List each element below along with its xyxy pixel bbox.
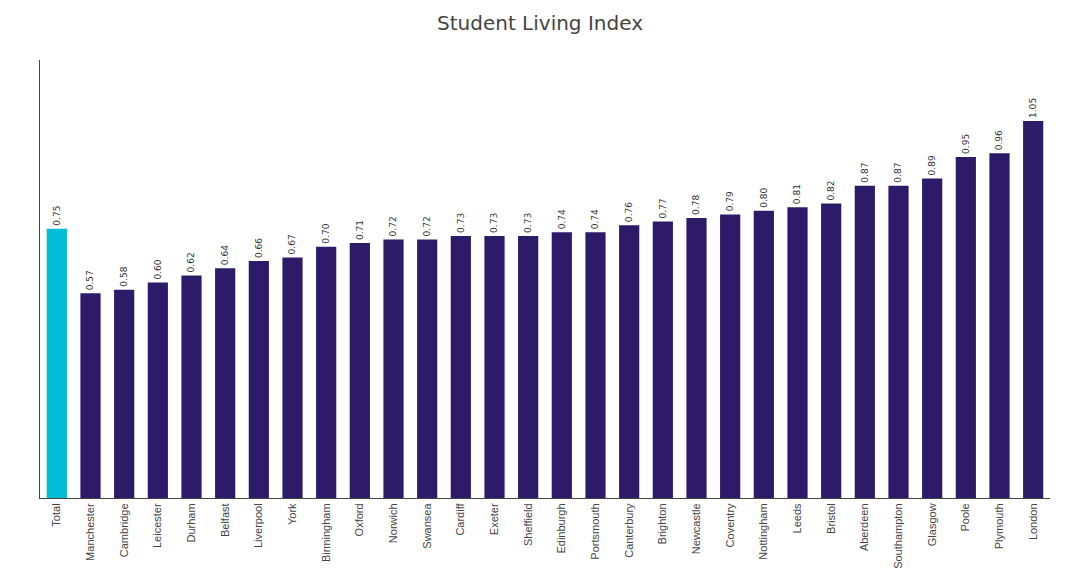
svg-text:0.64: 0.64: [220, 245, 230, 265]
svg-text:Edinburgh: Edinburgh: [555, 503, 567, 553]
svg-text:Belfast: Belfast: [219, 503, 231, 537]
svg-text:0.74: 0.74: [557, 209, 567, 229]
svg-text:Cardiff: Cardiff: [454, 502, 466, 535]
svg-text:Oxford: Oxford: [353, 503, 365, 536]
svg-text:0.58: 0.58: [119, 266, 129, 286]
svg-text:Swansea: Swansea: [421, 503, 433, 549]
svg-text:Glasgow: Glasgow: [926, 503, 938, 546]
svg-text:Portsmouth: Portsmouth: [589, 503, 601, 559]
svg-text:Durham: Durham: [185, 503, 197, 542]
svg-text:0.62: 0.62: [186, 252, 196, 272]
svg-text:Leicester: Leicester: [151, 503, 163, 548]
svg-text:0.75: 0.75: [52, 206, 62, 226]
svg-text:0.87: 0.87: [860, 162, 870, 182]
svg-text:Sheffield: Sheffield: [522, 503, 534, 546]
svg-text:Coventry: Coventry: [724, 503, 736, 548]
svg-text:Brighton: Brighton: [656, 503, 668, 544]
svg-text:London: London: [1027, 503, 1039, 540]
svg-text:0.80: 0.80: [759, 187, 769, 207]
svg-text:0.72: 0.72: [422, 216, 432, 236]
svg-text:Nottingham: Nottingham: [757, 503, 769, 559]
svg-text:0.67: 0.67: [287, 234, 297, 254]
svg-text:Bristol: Bristol: [825, 503, 837, 534]
svg-text:0.57: 0.57: [85, 270, 95, 290]
svg-text:Aberdeen: Aberdeen: [858, 503, 870, 551]
svg-text:0.81: 0.81: [792, 184, 802, 204]
svg-text:0.82: 0.82: [826, 180, 836, 200]
svg-text:0.74: 0.74: [590, 209, 600, 229]
svg-text:Manchester: Manchester: [84, 503, 96, 561]
svg-text:Southampton: Southampton: [892, 503, 904, 568]
svg-text:Canterbury: Canterbury: [623, 503, 635, 558]
svg-text:0.72: 0.72: [388, 216, 398, 236]
svg-text:0.79: 0.79: [725, 191, 735, 211]
svg-text:0.87: 0.87: [893, 162, 903, 182]
svg-text:Birmingham: Birmingham: [320, 503, 332, 562]
svg-text:0.77: 0.77: [658, 198, 668, 218]
svg-text:Leeds: Leeds: [791, 503, 803, 533]
svg-text:Exeter: Exeter: [488, 503, 500, 535]
svg-text:1.05: 1.05: [1028, 98, 1038, 118]
svg-text:0.78: 0.78: [691, 195, 701, 215]
svg-text:0.73: 0.73: [456, 213, 466, 233]
svg-text:Norwich: Norwich: [387, 503, 399, 543]
svg-text:Student Living Index: Student Living Index: [437, 11, 643, 35]
svg-text:Newcastle: Newcastle: [690, 503, 702, 554]
svg-text:0.76: 0.76: [624, 202, 634, 222]
svg-text:0.89: 0.89: [927, 155, 937, 175]
svg-text:0.60: 0.60: [153, 259, 163, 279]
svg-text:0.71: 0.71: [355, 220, 365, 240]
svg-text:Liverpool: Liverpool: [252, 503, 264, 548]
svg-text:0.95: 0.95: [961, 134, 971, 154]
svg-text:York: York: [286, 503, 298, 525]
svg-text:0.73: 0.73: [489, 213, 499, 233]
svg-text:Cambridge: Cambridge: [118, 503, 130, 557]
svg-text:Poole: Poole: [959, 503, 971, 531]
svg-text:0.96: 0.96: [994, 130, 1004, 150]
svg-text:Total: Total: [50, 503, 62, 526]
svg-text:0.70: 0.70: [321, 223, 331, 243]
svg-text:Plymouth: Plymouth: [993, 503, 1005, 549]
svg-text:0.66: 0.66: [254, 238, 264, 258]
svg-text:0.73: 0.73: [523, 213, 533, 233]
